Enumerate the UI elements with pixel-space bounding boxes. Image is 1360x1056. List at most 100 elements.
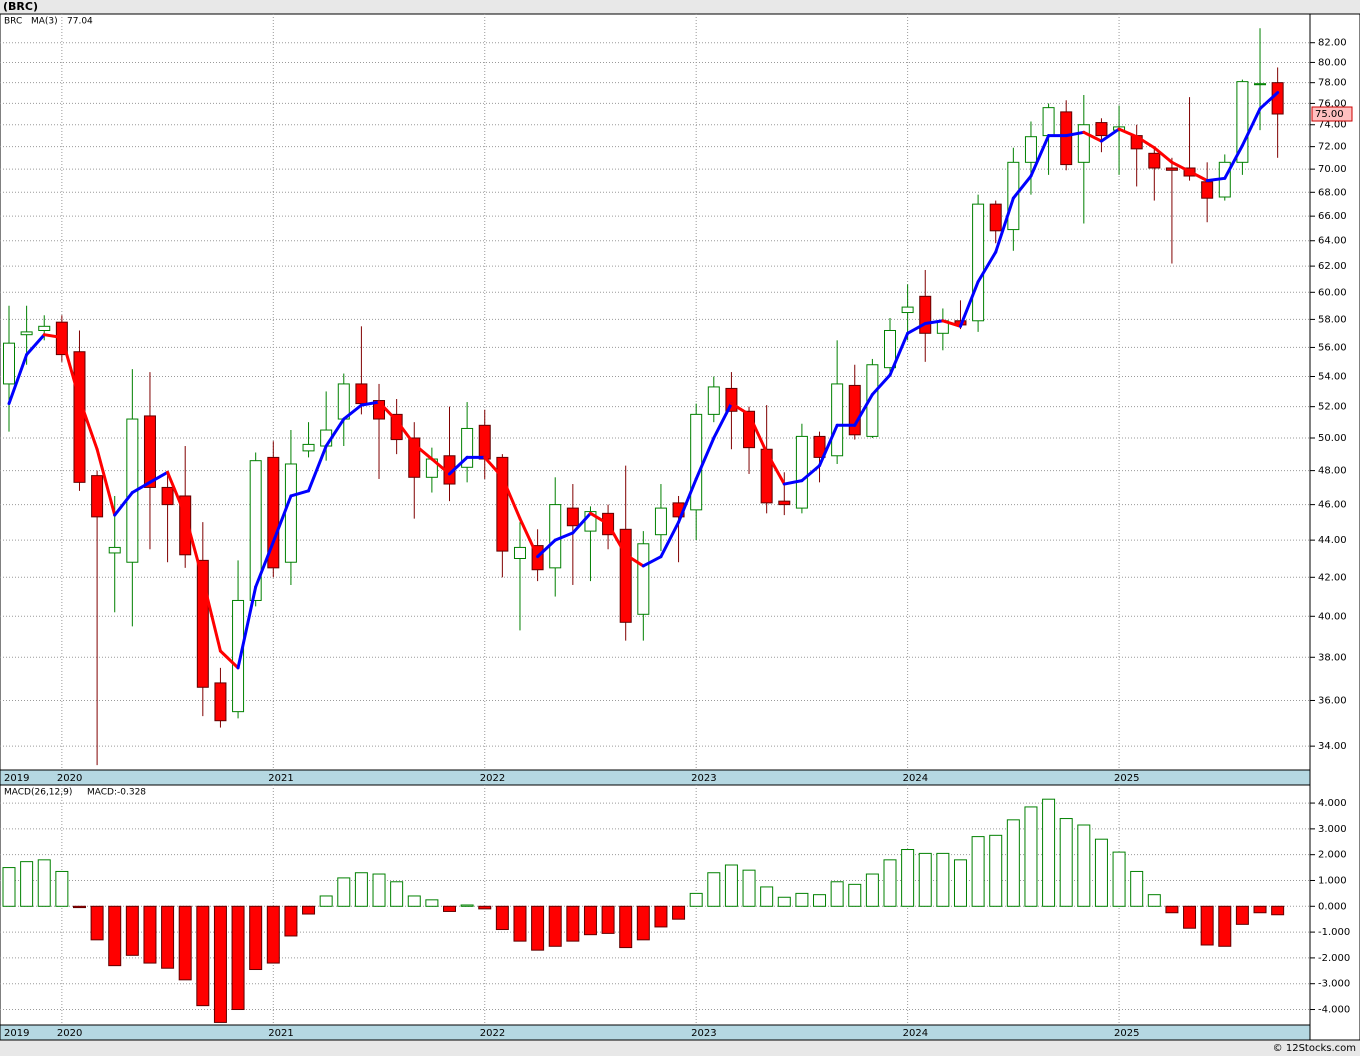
x-tick-label: 2019: [4, 1028, 29, 1039]
candle-body: [1148, 152, 1161, 169]
ma-line: [1082, 130, 1103, 143]
ma-line: [236, 585, 258, 670]
y-tick-label: 36.00: [1318, 695, 1347, 706]
y-tick-label: -4.000: [1318, 1005, 1350, 1016]
ma-line: [712, 402, 733, 440]
ma-line: [42, 333, 64, 340]
x-tick-label: 2022: [480, 773, 505, 784]
candle-body: [267, 456, 280, 569]
macd-bar: [1130, 870, 1144, 907]
ma-line: [624, 553, 645, 568]
candle-body: [232, 599, 245, 713]
x-tick-label: 2020: [57, 1028, 82, 1039]
ma-line: [1029, 134, 1051, 178]
macd-bar: [971, 836, 985, 907]
candle-body: [302, 443, 315, 452]
macd-bar: [531, 905, 545, 951]
y-tick-label: 40.00: [1318, 611, 1347, 622]
x-tick-label: 2024: [903, 1028, 928, 1039]
macd-bar: [918, 852, 932, 907]
candle-body: [813, 435, 826, 458]
macd-bar: [72, 905, 86, 909]
macd-bar: [1112, 851, 1126, 907]
ma-line: [994, 196, 1015, 254]
ma-line: [113, 491, 134, 517]
ma-line: [747, 412, 769, 455]
candle-body: [496, 456, 509, 552]
ma-line: [888, 331, 910, 377]
candle-body: [725, 387, 738, 412]
ma-line: [500, 475, 522, 521]
candle-body: [161, 486, 174, 506]
macd-bar: [443, 905, 456, 912]
macd-bar: [372, 873, 386, 907]
macd-bar: [495, 905, 509, 931]
macd-bar: [249, 905, 263, 971]
ma-line: [606, 522, 628, 557]
y-tick-label: 60.00: [1318, 287, 1347, 298]
ma-line: [694, 436, 716, 481]
candle-body: [848, 384, 861, 436]
x-tick-label: 2025: [1114, 1028, 1139, 1039]
macd-bar: [1253, 905, 1267, 914]
macd-bar: [1077, 824, 1091, 907]
candle-body: [461, 427, 474, 468]
macd-bar: [1024, 806, 1038, 907]
ma-line: [359, 400, 381, 407]
macd-bar: [354, 872, 368, 907]
candle-body: [1165, 167, 1178, 171]
macd-title: MACD(26,12,9): [4, 788, 72, 798]
x-tick-label: 2024: [903, 773, 928, 784]
ma-line: [254, 540, 275, 589]
y-tick-label: 72.00: [1318, 142, 1347, 153]
ma-line: [7, 353, 29, 406]
macd-bar: [760, 886, 774, 907]
candle-body: [1042, 107, 1055, 137]
candle-body: [566, 507, 579, 527]
candle-body: [91, 475, 104, 518]
macd-bar: [390, 881, 404, 907]
y-tick-label: 3.000: [1318, 824, 1347, 835]
candle-body: [795, 435, 808, 509]
candle-body: [989, 203, 1002, 232]
ma-line: [271, 494, 293, 544]
y-tick-label: -2.000: [1318, 953, 1350, 964]
ma-line: [95, 447, 117, 517]
candle-body: [513, 546, 526, 560]
ma-line: [448, 455, 469, 476]
y-tick-label: 76.00: [1318, 98, 1347, 109]
macd-bar: [672, 905, 686, 920]
ma-line: [289, 489, 311, 498]
candle-body: [919, 295, 932, 334]
ma-line: [1170, 160, 1192, 173]
ma-line: [553, 531, 575, 542]
legend-ma: MA(3): [31, 17, 58, 27]
ma-line: [1240, 107, 1262, 148]
y-tick-label: 80.00: [1318, 57, 1347, 68]
ma-line: [641, 555, 663, 568]
candle-body: [196, 559, 209, 688]
candle-body: [284, 463, 297, 563]
y-tick-label: 48.00: [1318, 466, 1347, 477]
macd-bar: [425, 899, 439, 907]
macd-bar: [777, 896, 791, 907]
candle-body: [179, 495, 192, 556]
x-tick-label: 2020: [57, 773, 82, 784]
macd-bar: [619, 905, 633, 949]
candle-body: [143, 415, 156, 488]
ma-line: [1205, 176, 1227, 183]
ma-line: [976, 250, 998, 284]
candle-body: [1077, 124, 1090, 163]
macd-bar: [125, 905, 139, 956]
macd-bar: [601, 905, 615, 934]
y-tick-label: 54.00: [1318, 371, 1347, 382]
ma-line: [782, 479, 804, 486]
candle-body: [778, 500, 791, 506]
macd-bar: [724, 864, 738, 907]
ma-line: [1152, 146, 1174, 164]
ma-line: [1135, 135, 1156, 150]
x-tick-label: 2019: [4, 773, 29, 784]
y-tick-label: 42.00: [1318, 572, 1347, 583]
macd-bar: [302, 905, 316, 915]
macd-bar: [1094, 838, 1108, 907]
